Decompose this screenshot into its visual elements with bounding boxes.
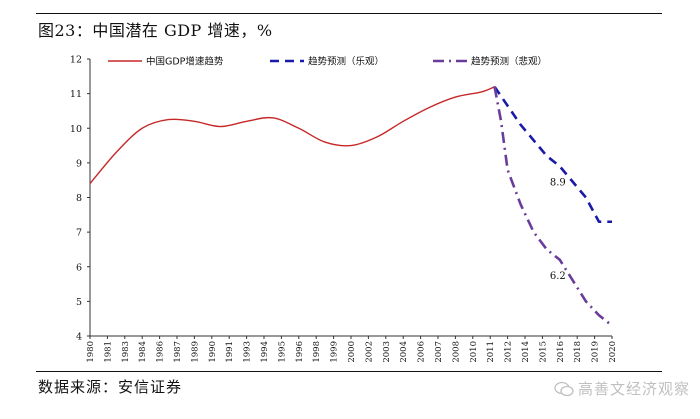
annotation-label-1: 6.2 <box>550 271 566 282</box>
top-rule <box>36 13 662 14</box>
x-tick-label: 2018 <box>573 341 583 363</box>
y-tick-label: 8 <box>76 193 82 204</box>
y-tick-label: 9 <box>76 158 82 169</box>
legend-label-1: 趋势预测（乐观） <box>308 56 384 68</box>
x-tick-label: 1987 <box>173 341 183 363</box>
x-tick-label: 1986 <box>156 341 166 363</box>
x-tick-label: 1993 <box>243 341 253 363</box>
series-lines <box>89 85 613 327</box>
data-source-note: 数据来源：安信证券 <box>38 378 183 396</box>
x-axis-ticks: 1980 1981 1983 1984 1986 1987 1989 1990 1991 1993… <box>86 336 618 363</box>
x-tick-label: 1981 <box>103 341 113 363</box>
x-tick-label: 1999 <box>330 341 340 363</box>
x-tick-label: 2014 <box>521 341 531 363</box>
x-tick-label: 1983 <box>121 341 131 363</box>
legend-label-0: 中国GDP增速趋势 <box>146 56 224 68</box>
bottom-rule <box>36 371 662 372</box>
y-tick-label: 11 <box>70 89 82 100</box>
wechat-icon <box>554 381 574 396</box>
x-tick-label: 1984 <box>138 341 148 363</box>
x-tick-label: 1995 <box>277 341 287 363</box>
x-tick-label: 2003 <box>382 341 392 363</box>
x-tick-label: 2002 <box>364 341 374 363</box>
figure-title: 图23：中国潜在 GDP 增速，% <box>38 21 273 40</box>
x-tick-label: 2011 <box>486 341 496 363</box>
y-tick-label: 7 <box>76 228 82 239</box>
series-line-0 <box>89 86 495 185</box>
chart-axes <box>89 59 612 337</box>
y-tick-label: 4 <box>76 332 82 343</box>
y-tick-label: 10 <box>70 124 82 135</box>
chart-legend: 中国GDP增速趋势 趋势预测（乐观） 趋势预测（悲观） <box>108 56 547 68</box>
x-tick-label: 2019 <box>591 341 601 363</box>
x-tick-label: 2008 <box>451 341 461 363</box>
x-tick-label: 2000 <box>347 341 357 363</box>
x-tick-label: 1990 <box>208 341 218 363</box>
data-annotations: 8.9 6.2 <box>550 177 566 281</box>
watermark: 高善文经济观察 <box>554 378 690 399</box>
x-tick-label: 1980 <box>86 341 96 363</box>
x-tick-label: 2006 <box>417 341 427 363</box>
x-tick-label: 2007 <box>434 341 444 363</box>
x-tick-label: 2004 <box>399 341 409 363</box>
series-line-1 <box>493 85 612 224</box>
watermark-text: 高善文经济观察 <box>577 380 690 398</box>
x-tick-label: 1994 <box>260 341 270 363</box>
x-tick-label: 1991 <box>225 341 235 363</box>
y-tick-label: 5 <box>76 297 82 308</box>
x-tick-label: 1996 <box>295 341 305 363</box>
legend-label-2: 趋势预测（悲观） <box>471 56 547 68</box>
x-tick-label: 2016 <box>556 341 566 363</box>
annotation-label-0: 8.9 <box>550 177 566 188</box>
y-tick-label: 6 <box>76 262 82 273</box>
x-tick-label: 2020 <box>608 341 618 363</box>
y-axis-ticks: 4 5 6 7 8 9 10 11 12 <box>70 55 90 343</box>
y-tick-label: 12 <box>70 55 82 66</box>
x-tick-label: 2010 <box>469 341 479 363</box>
series-line-2 <box>493 86 613 327</box>
x-tick-label: 2012 <box>504 341 514 363</box>
x-tick-label: 2015 <box>538 341 548 363</box>
x-tick-label: 1989 <box>190 341 200 363</box>
x-tick-label: 1998 <box>312 341 322 363</box>
